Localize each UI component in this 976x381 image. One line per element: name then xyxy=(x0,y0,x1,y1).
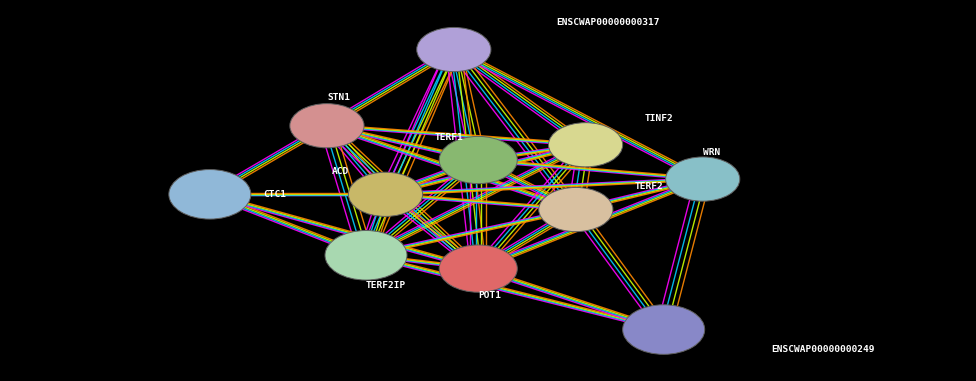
Ellipse shape xyxy=(539,187,613,232)
Ellipse shape xyxy=(549,123,623,167)
Text: TINF2: TINF2 xyxy=(644,114,672,123)
Text: TERF1: TERF1 xyxy=(434,133,463,142)
Text: POT1: POT1 xyxy=(478,291,502,300)
Text: ENSCWAP00000000317: ENSCWAP00000000317 xyxy=(556,18,660,27)
Text: TERF2IP: TERF2IP xyxy=(366,281,406,290)
Text: ACD: ACD xyxy=(332,167,349,176)
Ellipse shape xyxy=(417,27,491,72)
Ellipse shape xyxy=(325,231,407,280)
Ellipse shape xyxy=(290,104,364,148)
Ellipse shape xyxy=(348,172,423,216)
Ellipse shape xyxy=(439,136,517,184)
Text: CTC1: CTC1 xyxy=(264,190,287,199)
Text: WRN: WRN xyxy=(703,148,720,157)
Text: TERF2: TERF2 xyxy=(634,182,663,191)
Ellipse shape xyxy=(666,157,740,201)
Text: STN1: STN1 xyxy=(327,93,350,102)
Text: ENSCWAP00000000249: ENSCWAP00000000249 xyxy=(771,345,874,354)
Ellipse shape xyxy=(623,305,705,354)
Ellipse shape xyxy=(439,245,517,292)
Ellipse shape xyxy=(169,170,251,219)
